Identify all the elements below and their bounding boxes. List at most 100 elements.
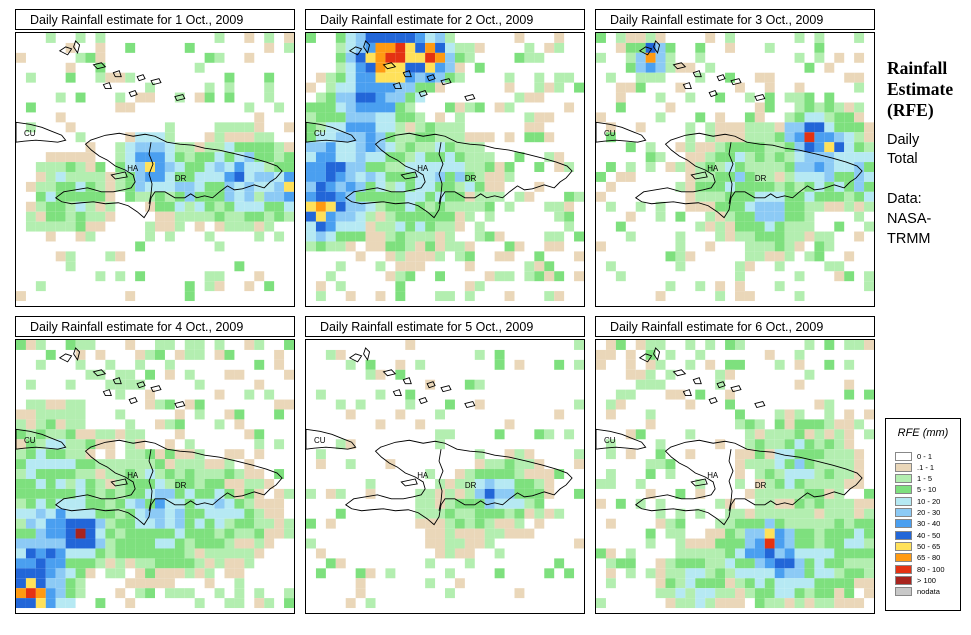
rainfall-cell <box>395 281 406 292</box>
rainfall-cell <box>55 409 66 420</box>
rainfall-cell <box>715 231 726 242</box>
rainfall-cell <box>524 42 535 53</box>
rainfall-cell <box>395 33 406 43</box>
rainfall-cell <box>685 538 696 549</box>
rainfall-cell <box>385 42 396 53</box>
rainfall-cell <box>174 588 185 599</box>
rainfall-cell <box>55 548 66 559</box>
rainfall-cell <box>804 568 815 579</box>
rainfall-cell <box>854 508 865 519</box>
rainfall-cell <box>35 181 46 192</box>
rainfall-cell <box>234 162 245 172</box>
rainfall-cell <box>824 261 835 272</box>
bahamas-island-coastline <box>692 70 702 78</box>
rainfall-cell <box>685 399 696 410</box>
rainfall-cell <box>824 122 835 133</box>
rainfall-cell <box>204 459 215 470</box>
rainfall-cell <box>695 201 706 212</box>
rainfall-cell <box>35 469 46 479</box>
rainfall-cell <box>335 72 346 83</box>
legend-label: 0 - 1 <box>917 451 933 461</box>
rainfall-cell <box>45 152 56 163</box>
rainfall-cell <box>204 558 215 569</box>
label-haiti: HA <box>417 471 429 480</box>
rainfall-cell <box>754 122 765 133</box>
rainfall-cell <box>435 72 445 83</box>
rainfall-cell <box>445 291 455 302</box>
rainfall-cell <box>804 92 815 103</box>
rainfall-cell <box>705 588 716 599</box>
rainfall-cell <box>764 201 775 212</box>
rainfall-cell <box>854 449 865 460</box>
rainfall-cell <box>504 162 515 172</box>
rainfall-cell <box>685 598 696 609</box>
rainfall-cell <box>145 518 155 529</box>
rainfall-cell <box>464 379 475 390</box>
rainfall-cell <box>254 379 265 390</box>
rainfall-cell <box>164 369 175 380</box>
cuba-coastline <box>16 428 67 450</box>
bahamas-island-coastline <box>128 397 138 405</box>
rainfall-cell <box>35 558 46 569</box>
rainfall-cell <box>55 112 66 123</box>
rainfall-cell <box>274 518 285 529</box>
rainfall-cell <box>596 598 606 609</box>
rainfall-cell <box>764 469 775 479</box>
rainfall-cell <box>355 399 366 410</box>
rainfall-cell <box>75 152 86 163</box>
rainfall-cell <box>115 588 126 599</box>
rainfall-cell <box>675 578 686 589</box>
rainfall-cell <box>325 231 336 242</box>
rainfall-cell <box>744 142 755 153</box>
rainfall-cell <box>25 181 36 192</box>
rainfall-cell <box>264 162 275 172</box>
rainfall-cell <box>735 271 745 282</box>
rainfall-cell <box>115 181 126 192</box>
rainfall-map: CU HA DR <box>15 32 295 307</box>
rainfall-cell <box>254 449 265 460</box>
rainfall-cell <box>774 359 785 370</box>
rainfall-cell <box>605 122 616 133</box>
rainfall-cell <box>774 439 785 450</box>
rainfall-cell <box>184 171 195 182</box>
rainfall-cell <box>824 231 835 242</box>
rainfall-cell <box>254 162 265 172</box>
rainfall-cell <box>75 132 86 143</box>
rainfall-cell <box>464 538 475 549</box>
legend-title: RFE (mm) <box>897 427 949 439</box>
rainfall-cell <box>325 132 336 143</box>
rainfall-cell <box>415 132 426 143</box>
rainfall-cell <box>735 171 745 182</box>
rainfall-cell <box>814 419 825 430</box>
side-title-line: Estimate <box>887 79 954 99</box>
rainfall-cell <box>85 369 96 380</box>
rainfall-cell <box>125 132 136 143</box>
rainfall-cell <box>155 459 165 470</box>
rainfall-cell <box>234 419 245 430</box>
rainfall-cell <box>705 33 716 43</box>
rainfall-cell <box>145 369 155 380</box>
rainfall-cell <box>705 241 716 252</box>
rainfall-cell <box>655 340 666 350</box>
rainfall-cell <box>75 52 86 63</box>
rainfall-cell <box>605 162 616 172</box>
rainfall-cell <box>125 518 136 529</box>
rainfall-cell <box>504 132 515 143</box>
rainfall-cell <box>194 528 205 539</box>
rainfall-cell <box>274 171 285 182</box>
bahamas-island-coastline <box>418 90 428 98</box>
rainfall-cell <box>774 528 785 539</box>
rainfall-cell <box>464 191 475 202</box>
rainfall-cell <box>214 538 225 549</box>
rainfall-cell <box>254 122 265 133</box>
rainfall-cell <box>174 419 185 430</box>
rainfall-cell <box>605 72 616 83</box>
rainfall-cell <box>415 359 426 370</box>
rainfall-cell <box>524 92 535 103</box>
rainfall-cell <box>814 459 825 470</box>
rainfall-cell <box>125 459 136 470</box>
rainfall-cell <box>214 181 225 192</box>
rainfall-cell <box>405 271 416 282</box>
rainfall-cell <box>164 359 175 370</box>
rainfall-cell <box>454 62 465 73</box>
